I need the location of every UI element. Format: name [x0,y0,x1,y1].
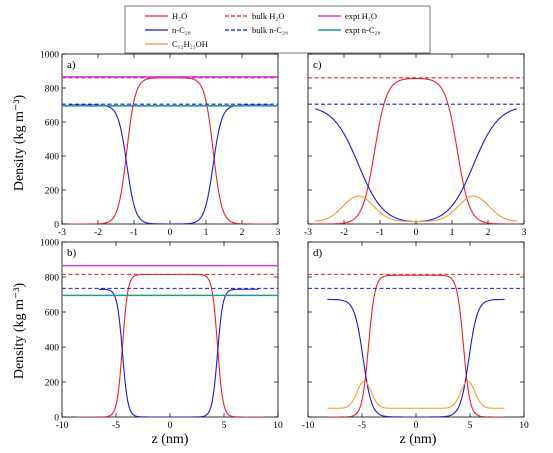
x-tick-label: -1 [376,228,384,238]
panel-d: -10 -5 0 5 10 d) [302,241,529,431]
x-tick-label: -5 [112,421,120,431]
x-axis-label-left: z (nm) [152,432,189,447]
legend-entry-bulk-c28: bulk n-C₂₈ [225,25,288,35]
legend-entry-expt-c28: expt n-C₂₈ [318,25,380,35]
legend-entry-bulk-h2o: bulk H₂O [225,11,284,21]
x-tick-label: -1 [130,228,138,238]
panel-label: c) [313,59,322,71]
legend-label-expt-h2o: expt H₂O [345,11,377,21]
x-tick-label: -5 [358,421,366,431]
x-tick-label: 1 [204,228,209,238]
x-tick-label: 1 [450,228,455,238]
panel-b: -10 -5 0 5 10 0 200 400 600 800 1000 b) [40,239,283,432]
legend-label-bulk-h2o: bulk H₂O [252,11,284,21]
y-tick-label: 400 [45,153,60,163]
plot-frame [307,241,525,418]
plot-frame [61,241,279,418]
x-tick-label: -10 [56,421,69,431]
legend-label-expt-c28: expt n-C₂₈ [345,25,380,35]
x-axis-label-right: z (nm) [400,432,437,447]
x-tick-label: 0 [168,421,173,431]
series-c28-curve [327,298,505,417]
x-tick-label: 0 [414,228,419,238]
x-tick-label: -10 [302,421,315,431]
y-axis-label-top: Density (kg m⁻³) [12,94,27,191]
y-tick-label: 600 [45,119,60,129]
x-tick-label: 10 [273,421,283,431]
x-tick-label: 10 [519,421,529,431]
x-tick-label: 0 [414,421,419,431]
legend: H₂O bulk H₂O expt H₂O n-C₂₈ bulk n-C₂₈ e… [124,5,431,54]
legend-entry-alcohol: C₁₂H₂₅OH [145,39,208,49]
x-tick-label: 3 [276,228,281,238]
legend-label-alcohol: C₁₂H₂₅OH [172,39,208,49]
x-tick-label: 3 [522,228,527,238]
plot-frame [307,53,525,225]
y-tick-label: 0 [54,414,59,424]
x-tick-label: -3 [304,228,312,238]
x-tick-label: 2 [486,228,491,238]
legend-label-c28: n-C₂₈ [172,25,191,35]
x-tick-label: 0 [168,228,173,238]
y-tick-label: 1000 [40,239,59,249]
panel-label: d) [313,247,323,259]
legend-entry-expt-h2o: expt H₂O [318,11,377,21]
y-tick-label: 800 [45,274,60,284]
series-alcohol-curve [327,380,505,409]
panel-a: -3 -2 -1 0 1 2 3 0 200 400 600 800 1000 a) [40,51,281,239]
legend-label-bulk-c28: bulk n-C₂₈ [252,25,288,35]
x-tick-label: 5 [468,421,473,431]
series-alcohol-curve [315,195,517,222]
panel-c: -3 -2 -1 0 1 2 3 c) [304,53,527,238]
x-tick-label: -2 [94,228,102,238]
panel-label: a) [67,59,76,71]
y-axis-label-bottom: Density (kg m⁻³) [12,282,27,379]
series-h2o-curve [69,77,271,224]
panel-label: b) [67,247,77,259]
y-tick-label: 200 [45,187,60,197]
legend-entry-c28: n-C₂₈ [145,25,191,35]
x-tick-label: -3 [58,228,66,238]
series-c28-curve [315,108,517,223]
y-tick-label: 1000 [40,51,59,61]
x-tick-label: -2 [340,228,348,238]
legend-box [124,5,431,54]
plot-frame [61,53,279,225]
y-tick-label: 600 [45,309,60,319]
x-tick-label: 2 [240,228,245,238]
y-tick-label: 0 [54,221,59,231]
series-h2o-curve [315,77,517,224]
series-c28-curve [98,288,259,417]
legend-label-h2o: H₂O [172,11,187,21]
x-tick-label: 5 [222,421,227,431]
y-tick-label: 400 [45,344,60,354]
legend-entry-h2o: H₂O [145,11,187,21]
series-c28-curve [69,104,271,224]
series-h2o-curve [327,274,505,417]
y-tick-label: 800 [45,85,60,95]
y-tick-label: 200 [45,379,60,389]
